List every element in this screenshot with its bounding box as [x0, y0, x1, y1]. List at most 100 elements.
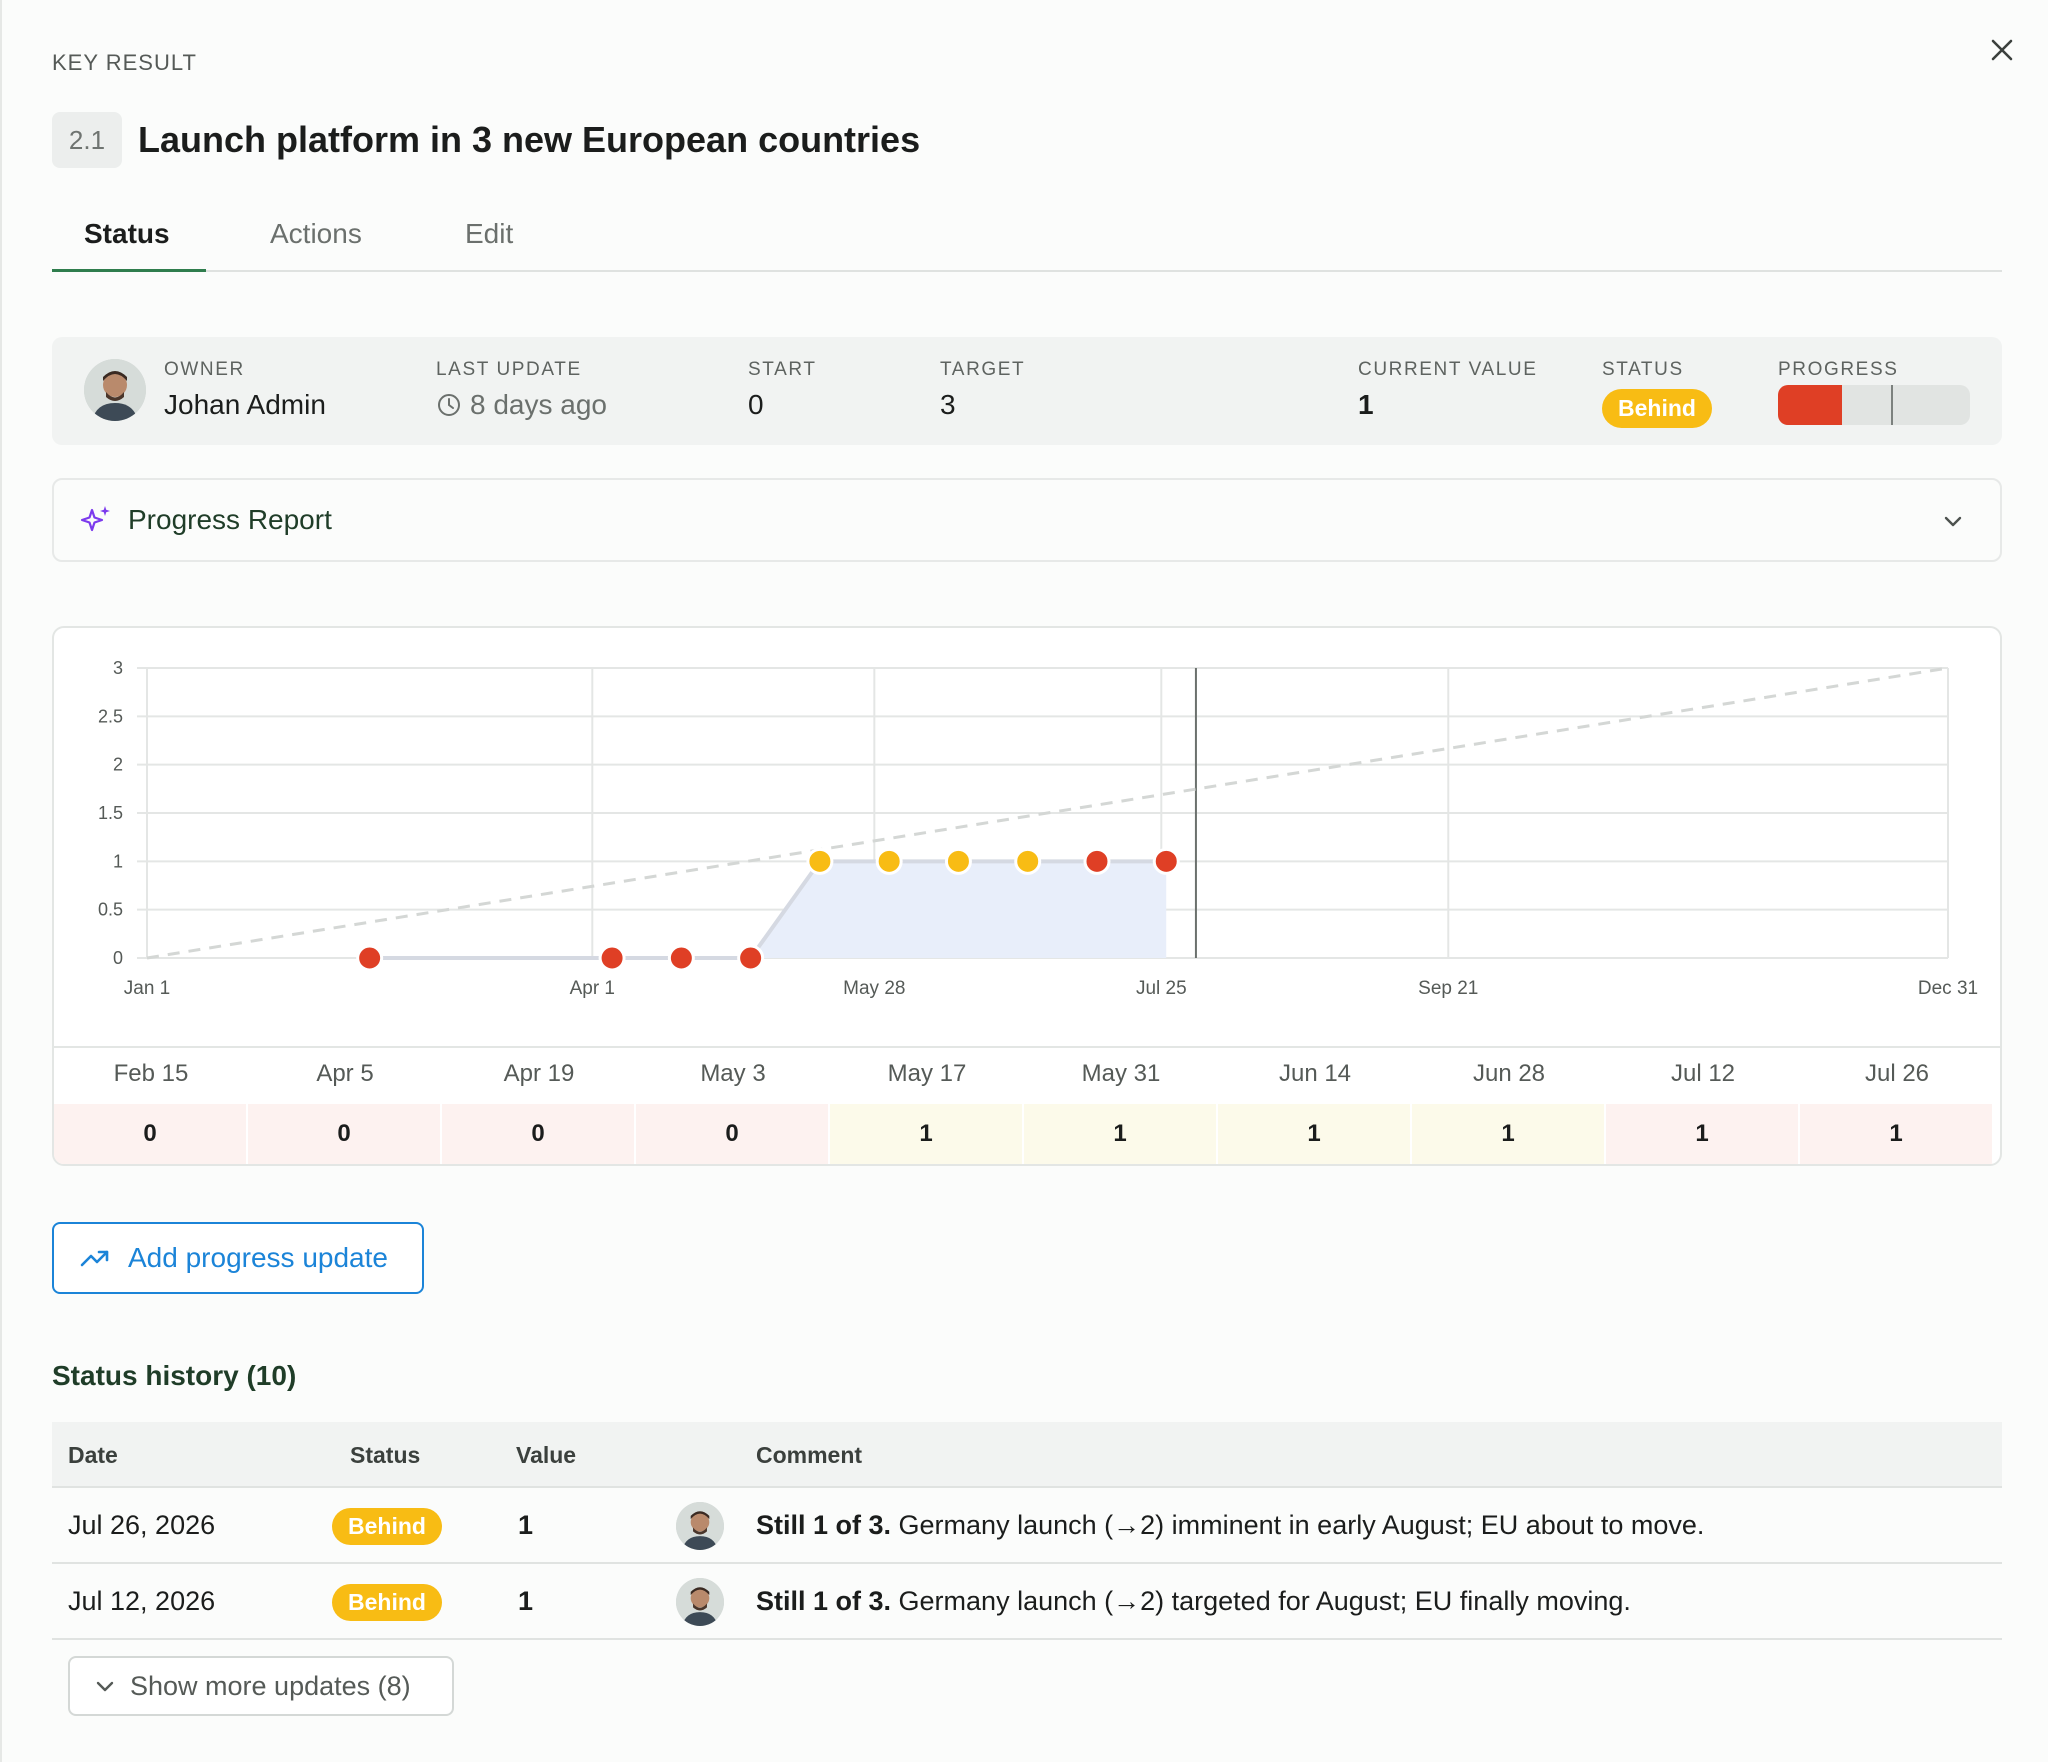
owner-field: OWNER Johan Admin: [164, 359, 326, 421]
history-date: Jul 26, 2026: [68, 1510, 216, 1540]
snapshot-column: May 17 1: [830, 1048, 1024, 1164]
tab-actions[interactable]: Actions: [270, 218, 362, 249]
progress-field: PROGRESS: [1778, 359, 1899, 381]
progress-report-toggle[interactable]: Progress Report: [52, 478, 2002, 562]
history-comment: Still 1 of 3. Germany launch (→2) target…: [756, 1586, 1631, 1617]
snapshot-date: Apr 5: [316, 1060, 374, 1087]
snapshot-value: 0: [442, 1104, 634, 1164]
target-line: [146, 666, 1949, 960]
data-point: [1152, 847, 1180, 875]
page-title: Launch platform in 3 new European countr…: [138, 119, 921, 160]
start-value: 0: [748, 389, 764, 420]
progress-line: [369, 859, 1167, 960]
add-progress-update-label: Add progress update: [128, 1242, 388, 1273]
active-tab-indicator: [52, 269, 206, 272]
snapshot-value: 0: [636, 1104, 828, 1164]
snapshot-column: Feb 15 0: [54, 1048, 248, 1164]
eyebrow-label: KEY RESULT: [52, 50, 197, 75]
data-point: [598, 944, 626, 972]
progress-bar: [1778, 385, 1970, 425]
chevron-down-icon: [96, 1681, 114, 1692]
tab-status[interactable]: Status: [84, 218, 170, 249]
target-value: 3: [940, 389, 956, 420]
snapshot-date: Feb 15: [113, 1060, 189, 1087]
kr-number-badge: 2.1: [52, 112, 122, 168]
start-field: START 0: [748, 359, 817, 421]
tab-edit[interactable]: Edit: [465, 218, 514, 249]
snapshot-date: May 31: [1081, 1060, 1161, 1087]
last-update-value: 8 days ago: [470, 389, 607, 420]
status-badge: Behind: [332, 1584, 442, 1621]
snapshot-value: 1: [1024, 1104, 1216, 1164]
progress-chart-card: 0 0.5 1 1.5 2 2.5 3 Jan 1 Apr 1 May 28 Jul 25 Sep 2…: [52, 626, 2002, 1166]
x-tick-label: Sep 21: [1418, 978, 1478, 999]
snapshot-column: Apr 19 0: [442, 1048, 636, 1164]
current-value: 1: [1358, 389, 1374, 420]
progress-area: [369, 861, 1167, 958]
y-tick-label: 0: [113, 948, 123, 968]
snapshot-value: 1: [1218, 1104, 1410, 1164]
snapshot-column: Jun 14 1: [1218, 1048, 1412, 1164]
progress-bar-fill: [1778, 385, 1842, 425]
progress-expected-marker: [1891, 385, 1893, 425]
close-button[interactable]: [1984, 32, 2020, 68]
y-tick-label: 1.5: [98, 803, 123, 823]
column-header-status: Status: [350, 1442, 421, 1468]
snapshot-date: May 17: [887, 1060, 967, 1087]
status-field: STATUS Behind: [1602, 359, 1712, 428]
data-point: [875, 847, 903, 875]
status-history-title: Status history (10): [52, 1360, 297, 1391]
show-more-updates-button[interactable]: Show more updates (8): [68, 1656, 454, 1716]
snapshot-column: Jul 12 1: [1606, 1048, 1800, 1164]
snapshot-value: 1: [1800, 1104, 1992, 1164]
show-more-updates-label: Show more updates (8): [130, 1670, 411, 1701]
snapshot-date: Jun 14: [1278, 1060, 1352, 1087]
tab-bar: Status Actions Edit: [52, 200, 2002, 272]
close-icon: [1991, 39, 2013, 61]
add-progress-update-button[interactable]: Add progress update: [52, 1222, 424, 1294]
comment-detail: Germany launch (→2) imminent in early Au…: [891, 1510, 1705, 1540]
author-avatar: [676, 1502, 724, 1550]
history-value: 1: [518, 1510, 534, 1540]
status-badge: Behind: [332, 1508, 442, 1545]
progress-report-label: Progress Report: [128, 504, 332, 535]
target-label: TARGET: [940, 359, 1026, 380]
y-tick-label: 2.5: [98, 706, 123, 726]
snapshot-date: Apr 19: [503, 1060, 575, 1087]
clock-icon: [438, 394, 460, 416]
comment-detail: Germany launch (→2) targeted for August;…: [891, 1586, 1631, 1616]
snapshot-column: Jun 28 1: [1412, 1048, 1606, 1164]
person-avatar-icon: [84, 359, 146, 421]
table-row: Jul 26, 2026 Behind 1 Still 1 of 3. Germ…: [52, 1488, 2002, 1564]
data-point: [806, 847, 834, 875]
data-point: [944, 847, 972, 875]
status-history-header: Date Status Value Comment: [52, 1422, 2002, 1488]
title-row: 2.1 Launch platform in 3 new European co…: [52, 112, 920, 168]
y-tick-label: 2: [113, 755, 123, 775]
person-avatar-icon: [676, 1578, 724, 1626]
data-point: [1083, 847, 1111, 875]
snapshot-column: May 31 1: [1024, 1048, 1218, 1164]
data-point: [356, 944, 384, 972]
y-tick-label: 1: [113, 851, 123, 871]
chevron-down-icon: [1944, 516, 1962, 527]
data-point: [667, 944, 695, 972]
data-point: [1014, 847, 1042, 875]
snapshot-column: May 3 0: [636, 1048, 830, 1164]
current-value-label: CURRENT VALUE: [1358, 359, 1538, 380]
comment-summary: Still 1 of 3.: [756, 1586, 892, 1616]
current-value-field: CURRENT VALUE 1: [1358, 359, 1538, 421]
history-value: 1: [518, 1586, 534, 1616]
x-tick-label: Jan 1: [124, 978, 170, 999]
snapshot-date: May 3: [700, 1060, 766, 1087]
x-tick-label: May 28: [843, 978, 905, 999]
snapshot-date: Jul 12: [1670, 1060, 1736, 1087]
x-tick-label: Jul 25: [1136, 978, 1187, 999]
owner-label: OWNER: [164, 359, 245, 380]
owner-avatar: [84, 359, 146, 421]
snapshot-value: 1: [1412, 1104, 1604, 1164]
history-comment: Still 1 of 3. Germany launch (→2) immine…: [756, 1510, 1704, 1541]
start-label: START: [748, 359, 817, 380]
column-header-date: Date: [68, 1442, 118, 1468]
